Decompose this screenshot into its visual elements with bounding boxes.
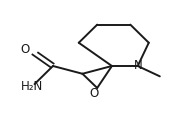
Text: H₂N: H₂N <box>21 80 43 93</box>
Text: N: N <box>134 59 143 72</box>
Text: O: O <box>90 87 99 100</box>
Text: O: O <box>21 43 30 56</box>
